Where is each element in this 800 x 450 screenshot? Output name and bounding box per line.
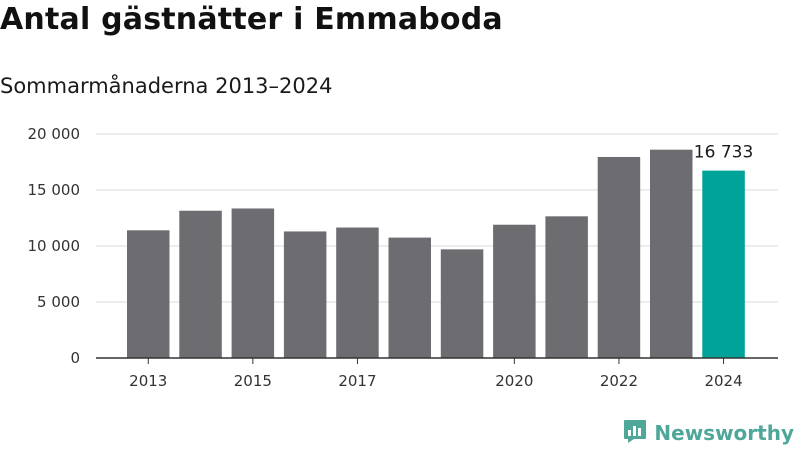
bar: [597, 156, 641, 358]
x-tick-label: 2015: [234, 372, 272, 390]
x-tick-label: 2022: [600, 372, 638, 390]
x-tick-label: 2013: [129, 372, 167, 390]
brand-logo: Newsworthy: [622, 418, 794, 448]
y-tick-label: 10 000: [28, 237, 81, 255]
bar: [127, 230, 170, 358]
x-tick-label: 2024: [704, 372, 742, 390]
x-tick-label: 2020: [495, 372, 533, 390]
chart-title: Antal gästnätter i Emmaboda: [0, 2, 503, 37]
bar: [440, 249, 484, 358]
bar: [283, 231, 327, 358]
y-tick-label: 20 000: [28, 125, 81, 143]
data-label: 16 733: [694, 143, 753, 163]
y-tick-label: 5 000: [37, 293, 80, 311]
x-tick-label: 2017: [338, 372, 376, 390]
bar: [493, 224, 536, 358]
bar: [336, 227, 379, 358]
bar: [231, 208, 275, 358]
brand-name: Newsworthy: [654, 421, 794, 445]
bar: [179, 210, 222, 358]
bar: [388, 237, 431, 358]
newsworthy-logo-icon: [622, 418, 648, 448]
bar: [650, 149, 693, 358]
y-tick-label: 0: [70, 349, 80, 367]
y-tick-label: 15 000: [28, 181, 81, 199]
bar: [545, 216, 588, 358]
chart-subtitle: Sommarmånaderna 2013–2024: [0, 74, 333, 98]
bar: [702, 170, 745, 358]
